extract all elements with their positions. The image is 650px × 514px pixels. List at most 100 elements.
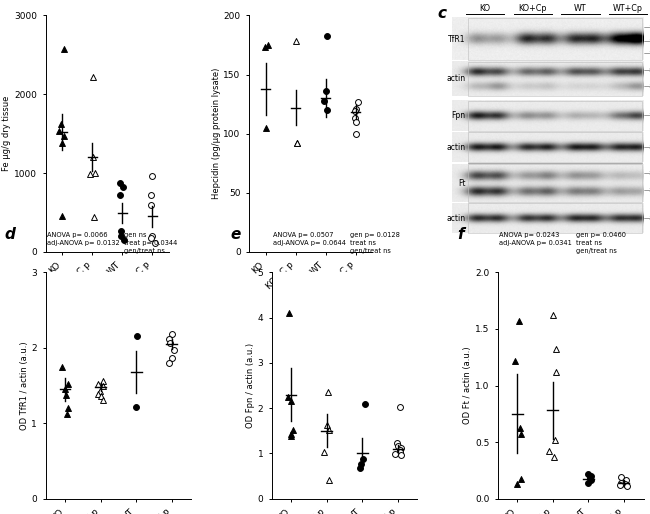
- Point: [351, 130, 361, 138]
- Y-axis label: OD Ft / actin (a.u.): OD Ft / actin (a.u.): [463, 346, 472, 425]
- Point: [95, 387, 105, 395]
- Text: —25: —25: [644, 171, 650, 176]
- Point: [168, 346, 179, 354]
- Point: [285, 430, 296, 438]
- Point: [150, 239, 161, 247]
- Point: [146, 232, 157, 240]
- Text: —37: —37: [644, 145, 650, 150]
- Text: actin: actin: [447, 143, 466, 152]
- Point: [286, 432, 296, 440]
- Point: [59, 44, 70, 52]
- Point: [115, 191, 125, 199]
- Bar: [468, 18, 642, 60]
- Point: [324, 426, 335, 434]
- Text: f: f: [457, 227, 463, 242]
- Point: [146, 200, 156, 209]
- Point: [396, 451, 406, 459]
- Point: [261, 124, 271, 132]
- Text: Ft: Ft: [458, 179, 466, 188]
- Bar: [468, 204, 642, 233]
- Point: [57, 211, 68, 219]
- Point: [54, 127, 64, 135]
- Point: [619, 480, 630, 488]
- Bar: [468, 101, 642, 131]
- Point: [163, 335, 174, 343]
- Point: [392, 439, 402, 448]
- Point: [287, 426, 298, 434]
- Point: [544, 447, 554, 455]
- Point: [322, 421, 332, 429]
- Text: actin: actin: [447, 74, 466, 83]
- Point: [586, 472, 596, 480]
- Point: [582, 470, 593, 478]
- Point: [259, 43, 270, 51]
- Point: [88, 153, 98, 161]
- Point: [116, 227, 126, 235]
- Point: [93, 390, 103, 398]
- Point: [515, 475, 526, 484]
- Text: KO+Cp: KO+Cp: [519, 4, 547, 13]
- Point: [57, 362, 67, 371]
- Text: —150: —150: [644, 25, 650, 30]
- Point: [167, 330, 177, 338]
- Point: [352, 98, 363, 106]
- Point: [390, 450, 400, 458]
- Point: [286, 397, 296, 406]
- Point: [131, 402, 142, 411]
- Text: WT+Cp: WT+Cp: [613, 4, 644, 13]
- Point: [88, 73, 99, 81]
- Point: [322, 31, 333, 40]
- Point: [283, 393, 293, 401]
- Point: [321, 87, 332, 95]
- Point: [116, 232, 126, 240]
- Point: [133, 333, 143, 341]
- Text: d: d: [5, 227, 16, 242]
- Text: —37: —37: [644, 216, 650, 221]
- Point: [62, 410, 72, 418]
- Point: [57, 139, 67, 147]
- Point: [351, 105, 361, 113]
- Point: [359, 400, 370, 409]
- Text: e: e: [231, 227, 241, 242]
- Y-axis label: Fe μg/g dry tissue: Fe μg/g dry tissue: [3, 96, 12, 171]
- Point: [350, 114, 360, 122]
- Point: [616, 479, 626, 487]
- Point: [550, 436, 560, 444]
- Text: KO: KO: [479, 4, 491, 13]
- Point: [586, 476, 596, 485]
- Text: c: c: [437, 6, 446, 21]
- Point: [356, 460, 366, 468]
- Y-axis label: Hepcidin (pg/μg protein lysate): Hepcidin (pg/μg protein lysate): [212, 68, 220, 199]
- Point: [118, 183, 128, 191]
- Point: [322, 106, 332, 114]
- Point: [292, 139, 302, 147]
- Point: [114, 179, 125, 188]
- Point: [92, 380, 103, 388]
- Point: [90, 169, 100, 177]
- Text: WT: WT: [574, 4, 587, 13]
- Point: [89, 213, 99, 222]
- Point: [63, 380, 73, 388]
- Text: —100: —100: [644, 39, 650, 44]
- Point: [319, 97, 330, 105]
- Y-axis label: OD Fpn / actin (a.u.): OD Fpn / actin (a.u.): [246, 343, 255, 428]
- Point: [263, 41, 273, 49]
- Text: —37: —37: [644, 84, 650, 89]
- Point: [548, 311, 558, 320]
- Point: [393, 442, 404, 450]
- Point: [551, 368, 561, 376]
- Point: [514, 317, 525, 325]
- Point: [582, 479, 593, 487]
- Text: ANOVA p= 0.0243
adj-ANOVA p= 0.0341: ANOVA p= 0.0243 adj-ANOVA p= 0.0341: [499, 232, 572, 246]
- Point: [60, 384, 70, 393]
- Text: gen p= 0.0128
treat ns
gen/treat ns: gen p= 0.0128 treat ns gen/treat ns: [350, 232, 400, 254]
- Point: [164, 359, 174, 367]
- Point: [319, 448, 330, 456]
- Point: [62, 404, 73, 412]
- Point: [96, 392, 107, 400]
- Point: [616, 473, 626, 481]
- Point: [84, 170, 95, 178]
- Point: [351, 118, 361, 126]
- Point: [515, 430, 526, 438]
- Text: —20: —20: [644, 188, 650, 193]
